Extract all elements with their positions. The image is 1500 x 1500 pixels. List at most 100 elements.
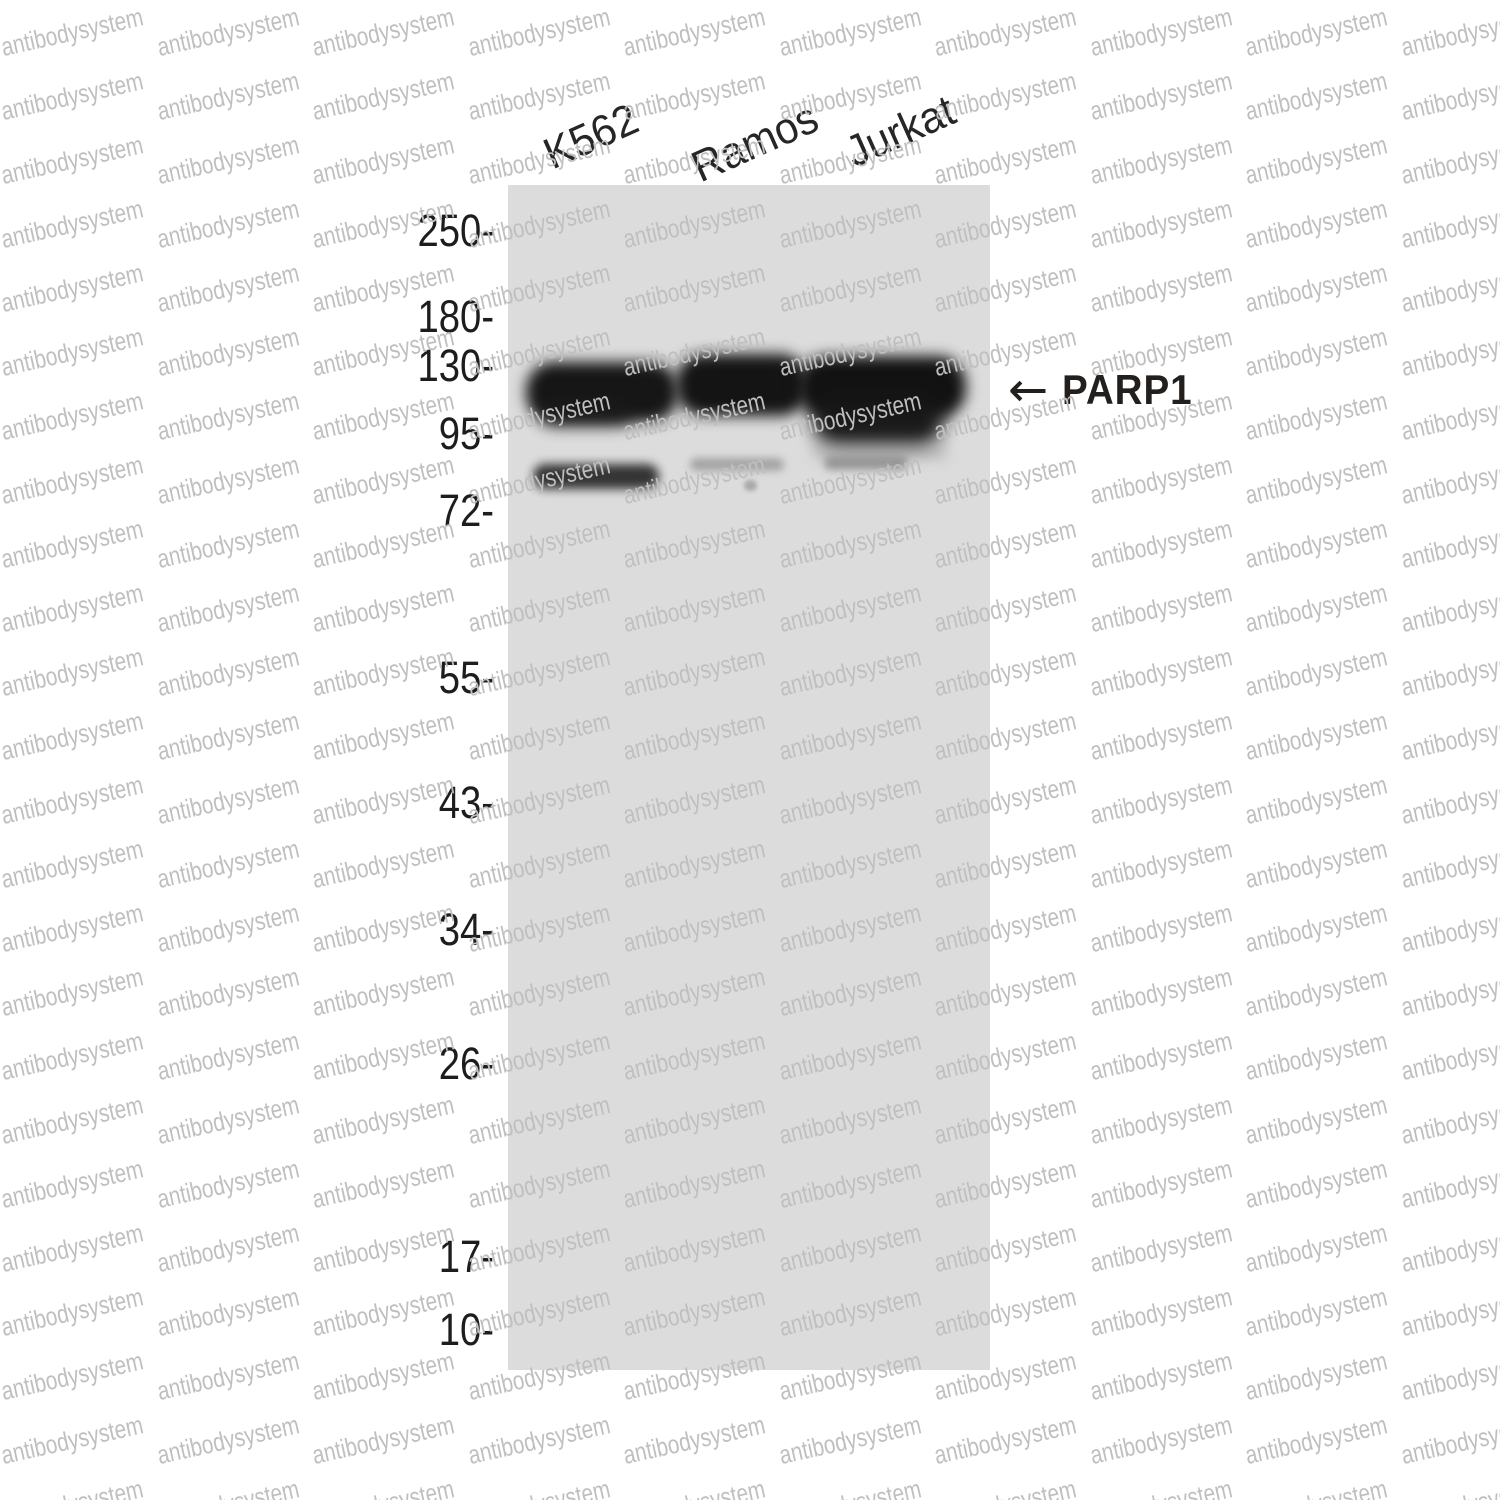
watermark-text: antibodysystem	[309, 577, 457, 639]
watermark-text: antibodysystem	[931, 1472, 1079, 1500]
band-annotation: ← PARP1	[1008, 366, 1204, 414]
mw-marker: 34-	[438, 904, 494, 955]
watermark-text: antibodysystem	[1397, 1345, 1500, 1407]
watermark-text: antibodysystem	[1086, 1281, 1235, 1343]
watermark-text: antibodysystem	[1397, 65, 1500, 127]
watermark-text: antibodysystem	[776, 1472, 924, 1500]
left-arrow-icon: ←	[1008, 362, 1049, 418]
watermark-text: antibodysystem	[0, 1025, 146, 1087]
watermark-text: antibodysystem	[1086, 65, 1235, 127]
ramos-parp1-band	[676, 354, 808, 416]
watermark-text: antibodysystem	[309, 1281, 457, 1343]
watermark-text: antibodysystem	[1086, 1345, 1235, 1407]
watermark-text: antibodysystem	[153, 961, 302, 1023]
watermark-text: antibodysystem	[1242, 833, 1390, 895]
watermark-text: antibodysystem	[309, 1345, 457, 1407]
target-protein-label: PARP1	[1062, 366, 1193, 413]
watermark-text: antibodysystem	[0, 385, 146, 447]
watermark-text: antibodysystem	[620, 1472, 768, 1500]
watermark-text: antibodysystem	[1397, 577, 1500, 639]
watermark-text: antibodysystem	[0, 1089, 146, 1151]
watermark-text: antibodysystem	[1397, 961, 1500, 1023]
watermark-text: antibodysystem	[153, 129, 302, 191]
watermark-text: antibodysystem	[153, 1281, 302, 1343]
watermark-text: antibodysystem	[1397, 641, 1500, 703]
watermark-text: antibodysystem	[0, 449, 146, 511]
watermark-text: antibodysystem	[1086, 129, 1235, 191]
watermark-text: antibodysystem	[775, 1, 924, 63]
watermark-text: antibodysystem	[0, 1409, 146, 1471]
watermark-text: antibodysystem	[0, 1345, 146, 1407]
lane-label-ramos: Ramos	[684, 93, 826, 192]
watermark-text: antibodysystem	[309, 1, 457, 63]
mw-marker: 55-	[438, 652, 494, 703]
watermark-text: antibodysystem	[153, 897, 302, 959]
ramos-faint-dot	[744, 480, 757, 491]
watermark-text: antibodysystem	[1397, 1281, 1500, 1343]
mw-marker: 180-	[417, 291, 494, 342]
watermark-text: antibodysystem	[1086, 1089, 1235, 1151]
watermark-text: antibodysystem	[0, 257, 146, 319]
watermark-text: antibodysystem	[153, 577, 302, 639]
mw-marker: 17-	[438, 1231, 494, 1282]
watermark-text: antibodysystem	[1086, 1025, 1235, 1087]
watermark-text: antibodysystem	[1086, 961, 1235, 1023]
watermark-text: antibodysystem	[1397, 513, 1500, 575]
mw-marker: 10-	[438, 1304, 494, 1355]
mw-marker: 95-	[438, 408, 494, 459]
watermark-text: antibodysystem	[1397, 321, 1500, 383]
watermark-text: antibodysystem	[153, 1153, 302, 1215]
watermark-text: antibodysystem	[1242, 321, 1390, 383]
watermark-text: antibodysystem	[931, 1409, 1079, 1471]
watermark-text: antibodysystem	[1086, 449, 1235, 511]
watermark-text: antibodysystem	[153, 1409, 302, 1471]
watermark-text: antibodysystem	[1087, 1472, 1235, 1500]
watermark-text: antibodysystem	[1397, 449, 1500, 511]
lane-label-jurkat: Jurkat	[838, 85, 963, 177]
watermark-text: antibodysystem	[1242, 897, 1390, 959]
watermark-text: antibodysystem	[0, 513, 146, 575]
watermark-text: antibodysystem	[153, 1025, 302, 1087]
watermark-text: antibodysystem	[309, 641, 457, 703]
watermark-text: antibodysystem	[1242, 1025, 1390, 1087]
lane-label-k562: K562	[536, 94, 646, 179]
watermark-text: antibodysystem	[0, 1, 146, 63]
watermark-text: antibodysystem	[1086, 257, 1235, 319]
watermark-text: antibodysystem	[153, 513, 302, 575]
watermark-text: antibodysystem	[1242, 129, 1390, 191]
watermark-text: antibodysystem	[1086, 1153, 1235, 1215]
watermark-text: antibodysystem	[465, 1472, 613, 1500]
watermark-text: antibodysystem	[309, 961, 457, 1023]
watermark-text: antibodysystem	[309, 897, 457, 959]
watermark-text: antibodysystem	[1242, 1472, 1390, 1500]
ramos-secondary-band	[690, 458, 784, 471]
watermark-text: antibodysystem	[1242, 769, 1390, 831]
watermark-text: antibodysystem	[1398, 1472, 1500, 1500]
watermark-text: antibodysystem	[1397, 193, 1500, 255]
watermark-text: antibodysystem	[154, 1472, 302, 1500]
watermark-text: antibodysystem	[153, 1217, 302, 1279]
watermark-text: antibodysystem	[309, 129, 457, 191]
watermark-text: antibodysystem	[1397, 385, 1500, 447]
watermark-text: antibodysystem	[1242, 1217, 1390, 1279]
watermark-text: antibodysystem	[0, 193, 146, 255]
watermark-text: antibodysystem	[153, 193, 302, 255]
watermark-text: antibodysystem	[1086, 705, 1235, 767]
watermark-text: antibodysystem	[309, 1089, 457, 1151]
mw-marker: 26-	[438, 1038, 494, 1089]
watermark-text: antibodysystem	[1086, 641, 1235, 703]
watermark-text: antibodysystem	[1397, 1025, 1500, 1087]
watermark-text: antibodysystem	[153, 641, 302, 703]
k562-secondary-band	[533, 464, 659, 489]
watermark-text: antibodysystem	[153, 705, 302, 767]
watermark-text: antibodysystem	[1397, 129, 1500, 191]
watermark-text: antibodysystem	[309, 65, 457, 127]
watermark-text: antibodysystem	[1242, 193, 1390, 255]
jurkat-secondary-band	[824, 456, 908, 470]
watermark-text: antibodysystem	[620, 1, 768, 63]
watermark-text: antibodysystem	[309, 1472, 457, 1500]
mw-marker: 43-	[438, 777, 494, 828]
watermark-text: antibodysystem	[775, 1409, 924, 1471]
watermark-text: antibodysystem	[0, 705, 146, 767]
